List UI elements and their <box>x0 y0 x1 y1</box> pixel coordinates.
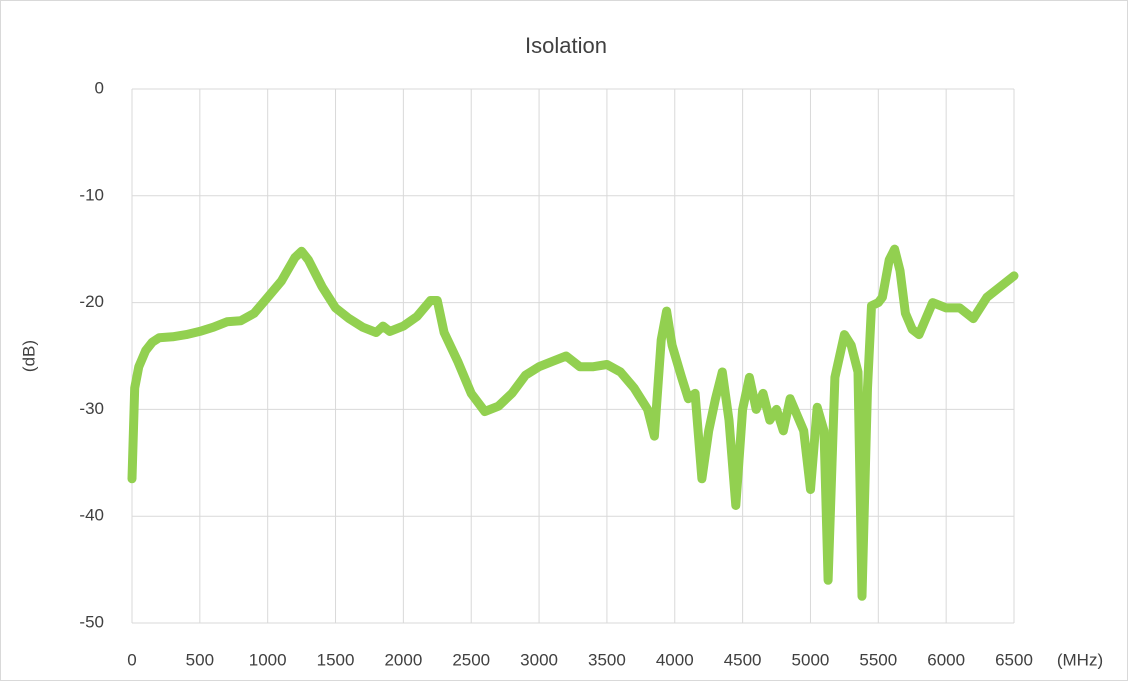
y-tick-label: -10 <box>79 185 104 204</box>
x-tick-label: 5000 <box>792 650 830 669</box>
x-tick-label: 4500 <box>724 650 762 669</box>
x-tick-label: 3500 <box>588 650 626 669</box>
x-tick-label: 1500 <box>317 650 355 669</box>
data-line <box>127 244 1019 601</box>
y-tick-label: -30 <box>79 399 104 418</box>
x-tick-label: 4000 <box>656 650 694 669</box>
x-tick-label: 2500 <box>452 650 490 669</box>
y-tick-label: -50 <box>79 612 104 631</box>
x-tick-label: 500 <box>186 650 214 669</box>
x-tick-label: 6500 <box>995 650 1033 669</box>
x-tick-label: 3000 <box>520 650 558 669</box>
y-tick-label: 0 <box>95 78 104 97</box>
x-tick-label: 5500 <box>859 650 897 669</box>
x-tick-label: 6000 <box>927 650 965 669</box>
x-tick-label: 1000 <box>249 650 287 669</box>
x-axis-label: (MHz) <box>1057 650 1103 669</box>
y-tick-label: -20 <box>79 292 104 311</box>
y-tick-label: -40 <box>79 506 104 525</box>
chart-title: Isolation <box>525 33 607 58</box>
y-axis-label: (dB) <box>19 340 38 372</box>
x-tick-label: 2000 <box>384 650 422 669</box>
x-tick-label: 0 <box>127 650 136 669</box>
